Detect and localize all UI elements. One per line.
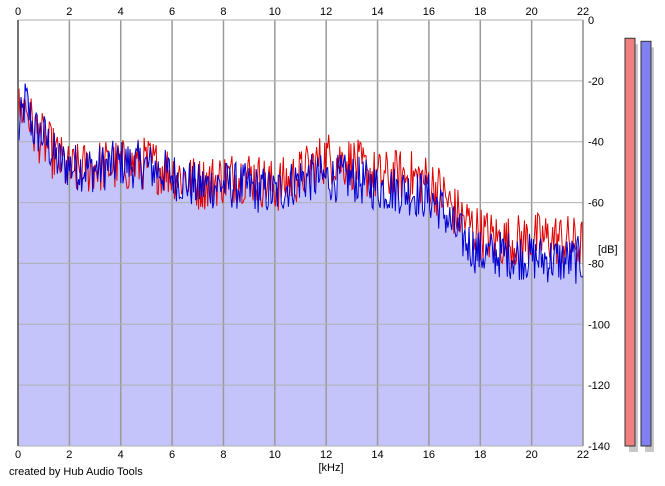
y-tick-label: -20 (588, 76, 604, 88)
x-tick-label-bottom: 12 (320, 449, 332, 461)
x-tick-label-bottom: 16 (423, 449, 435, 461)
spectrum-fill-area (18, 83, 583, 446)
x-tick-label-bottom: 14 (371, 449, 383, 461)
y-tick-label: -140 (588, 441, 610, 453)
x-tick-label-bottom: 4 (118, 449, 124, 461)
y-tick-label: -100 (588, 319, 610, 331)
y-tick-label: -120 (588, 380, 610, 392)
y-axis-label: [dB] (598, 244, 618, 256)
x-tick-label-bottom: 20 (526, 449, 538, 461)
series-line-red (17, 88, 584, 269)
level-meter-bar (624, 37, 636, 447)
x-tick-label-bottom: 0 (15, 449, 21, 461)
y-tick-label: 0 (588, 15, 594, 27)
x-tick-label-top: 18 (474, 6, 486, 18)
x-tick-label-bottom: 18 (474, 449, 486, 461)
x-tick-label-bottom: 8 (220, 449, 226, 461)
y-tick-label: -80 (588, 258, 604, 270)
x-tick-label-top: 10 (269, 6, 281, 18)
series-line-blue (17, 83, 584, 284)
x-axis-label: [kHz] (318, 462, 343, 474)
x-tick-label-top: 6 (169, 6, 175, 18)
x-tick-label-top: 14 (371, 6, 383, 18)
credit-text: created by Hub Audio Tools (9, 466, 143, 478)
x-tick-label-top: 20 (526, 6, 538, 18)
x-tick-label-top: 12 (320, 6, 332, 18)
x-tick-label-top: 22 (577, 6, 589, 18)
x-tick-label-bottom: 10 (269, 449, 281, 461)
x-tick-label-top: 2 (66, 6, 72, 18)
x-tick-label-bottom: 2 (66, 449, 72, 461)
x-tick-label-top: 4 (118, 6, 124, 18)
x-tick-label-bottom: 6 (169, 449, 175, 461)
x-tick-label-top: 0 (15, 6, 21, 18)
y-tick-label: -60 (588, 198, 604, 210)
level-meter-bar (640, 40, 652, 447)
x-tick-label-bottom: 22 (577, 449, 589, 461)
x-tick-label-top: 8 (220, 6, 226, 18)
y-tick-label: -40 (588, 137, 604, 149)
x-tick-label-top: 16 (423, 6, 435, 18)
